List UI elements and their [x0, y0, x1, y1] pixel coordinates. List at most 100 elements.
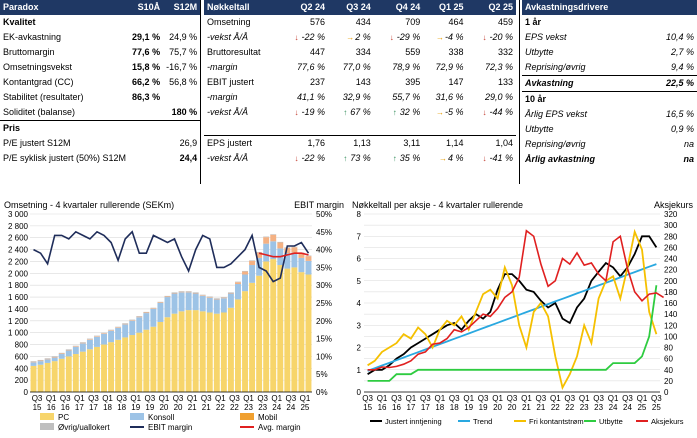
bar-vriguallokert	[291, 246, 298, 248]
x-tick-label: 21	[202, 403, 211, 412]
x-tick-label: Q1	[550, 394, 561, 403]
table-row: Reprising/øvrig na	[522, 137, 697, 152]
bar-pc	[79, 351, 86, 392]
value-cell: ↑ 73 %	[328, 151, 374, 166]
line-frikontantstrm	[367, 228, 658, 391]
x-tick-label: 20	[508, 403, 517, 412]
bar-mobil	[115, 327, 122, 328]
bar-mobil	[164, 296, 171, 298]
table-row: Årlig avkastning na	[522, 152, 697, 167]
row-label: Årlig EPS vekst	[525, 109, 588, 119]
bar-konsoll	[37, 361, 44, 365]
header-cell: Q4 24	[373, 0, 424, 15]
x-tick-label: Q3	[116, 394, 127, 403]
bar-mobil	[242, 271, 248, 275]
bar-mobil	[192, 292, 199, 294]
bar-konsoll	[185, 292, 192, 311]
bar-pc	[256, 275, 263, 392]
bar-pc	[122, 337, 129, 392]
value-text: 29,0 %	[484, 92, 513, 102]
row-label: -margin	[207, 92, 238, 102]
value-cell: 147	[423, 75, 466, 90]
value-text: 1,14	[445, 138, 464, 148]
table-row	[204, 120, 516, 136]
bar-vriguallokert	[256, 251, 263, 253]
value-cell: ↓ -44 %	[466, 105, 516, 120]
row-label: -vekst Å/Å	[207, 153, 249, 163]
bar-pc	[178, 311, 185, 392]
bar-konsoll	[220, 298, 227, 313]
x-tick-label: Q3	[593, 394, 604, 403]
x-tick-label: 22	[216, 403, 225, 412]
row-label: 1 år	[525, 17, 542, 27]
row-label: Årlig avkastning	[525, 154, 596, 164]
bar-vriguallokert	[213, 298, 220, 299]
x-tick-label: 21	[188, 403, 197, 412]
legend-swatch	[130, 413, 144, 420]
key-figures-table: Nøkkeltall Q2 24 Q3 24 Q4 24 Q1 25 Q2 25 Omset…	[204, 0, 516, 166]
row-label: Kvalitet	[3, 17, 36, 27]
table-header: Paradox S10Å S12M	[0, 0, 201, 15]
value-text: 1,04	[495, 138, 513, 148]
legend-label: PC	[58, 413, 69, 422]
table-row: EPS vekst 10,4 %	[522, 30, 697, 45]
table-row: -vekst Å/Å ↓ -22 % →2 % ↓ -29 % →-4 % ↓ -20 %	[204, 30, 516, 45]
value-text: 709	[405, 17, 421, 27]
row-label: Omsetning	[207, 17, 251, 27]
bar-konsoll	[122, 324, 129, 338]
bar-mobil	[185, 291, 192, 293]
x-tick-label: 18	[117, 403, 126, 412]
bar-vriguallokert	[44, 358, 51, 359]
legend-label: Aksjekurs	[651, 417, 684, 426]
value-text: 576	[310, 17, 326, 27]
y2-tick-label: 25%	[316, 299, 332, 308]
value-cell: 395	[374, 75, 423, 90]
value-cell: ↓ -41 %	[466, 151, 516, 166]
y-tick-label: 0	[357, 388, 362, 397]
row-label: Omsetningsvekst	[3, 62, 73, 72]
bar-mobil	[157, 302, 164, 303]
arrow-right-icon: →	[435, 33, 444, 43]
bar-pc	[150, 326, 157, 392]
x-tick-label: 16	[47, 403, 56, 412]
bar-mobil	[37, 360, 44, 362]
value-cell: 464	[423, 15, 466, 30]
arrow-down-icon: ↓	[294, 154, 299, 164]
bar-vriguallokert	[171, 292, 178, 293]
value-text: 1,76	[307, 138, 326, 148]
header-cell: Q3 24	[328, 0, 374, 15]
row-label: -vekst Å/Å	[207, 107, 249, 117]
bar-vriguallokert	[185, 291, 192, 292]
y2-tick-label: 60	[664, 355, 673, 364]
y-tick-label: 1 000	[8, 329, 29, 338]
value-cell: 447	[279, 45, 328, 60]
legend-label: EBIT margin	[148, 423, 192, 432]
table-row: Bruttomargin 77,6 % 75,7 %	[0, 45, 200, 60]
y2-tick-label: 0%	[316, 388, 328, 397]
bar-mobil	[305, 256, 312, 261]
value-text: 334	[355, 47, 371, 57]
bar-mobil	[227, 292, 234, 294]
bar-vriguallokert	[115, 326, 122, 328]
bar-mobil	[122, 323, 129, 325]
y-tick-label: 1 800	[8, 281, 29, 290]
x-tick-label: 17	[75, 403, 84, 412]
value-cell	[129, 120, 164, 136]
bar-pc	[143, 329, 150, 392]
value-cell: 78,9 %	[374, 60, 423, 75]
value-cell: 459	[466, 15, 516, 30]
bar-mobil	[178, 291, 185, 293]
value-cell: →-4 %	[423, 30, 466, 45]
y2-tick-label: 50%	[316, 210, 332, 219]
bar-mobil	[72, 346, 79, 347]
y2-tick-label: 5%	[316, 370, 328, 379]
legend-swatch	[40, 423, 54, 430]
value-cell: 1,76	[278, 135, 329, 151]
x-tick-label: 17	[406, 403, 415, 412]
row-label: P/E syklisk justert (50%) S12M	[3, 153, 127, 163]
value-cell: -16,7 %	[166, 62, 198, 72]
y2-tick-label: 10%	[316, 352, 332, 361]
row-label	[204, 120, 279, 136]
x-tick-label: Q1	[102, 394, 113, 403]
table-row: Omsetningsvekst 15,8 % -16,7 %	[0, 60, 200, 75]
